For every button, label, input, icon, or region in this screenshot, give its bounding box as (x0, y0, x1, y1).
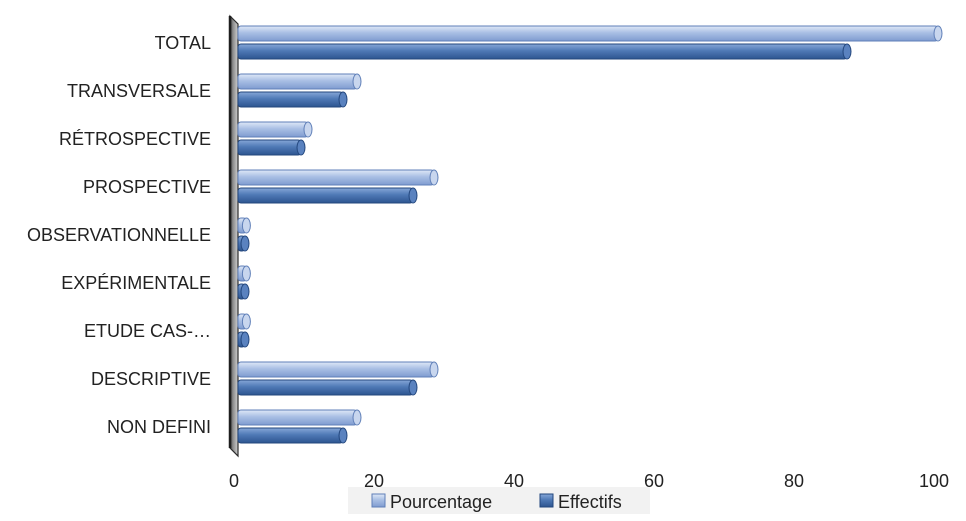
bar-effectifs-7 (237, 379, 418, 396)
bar-pourcentage-4 (237, 217, 251, 234)
category-label: OBSERVATIONNELLE (27, 225, 211, 245)
category-label: TRANSVERSALE (67, 81, 211, 101)
axis-layer (228, 14, 239, 458)
bar-effectifs-0 (237, 43, 852, 60)
category-label: NON DEFINI (107, 417, 211, 437)
x-tick-label: 100 (919, 471, 949, 491)
legend-swatch-effectifs (539, 493, 554, 508)
bar-effectifs-1 (237, 91, 348, 108)
labels-layer: TOTAL TRANSVERSALE RÉTROSPECTIVE PROSPECTIV… (27, 33, 949, 491)
bar-pourcentage-8 (237, 409, 362, 426)
bar-effectifs-5 (237, 283, 250, 300)
x-tick-label: 80 (784, 471, 804, 491)
x-tick-label: 60 (644, 471, 664, 491)
bar-pourcentage-0 (237, 25, 943, 42)
category-label: PROSPECTIVE (83, 177, 211, 197)
x-tick-label: 40 (504, 471, 524, 491)
bars-layer (237, 25, 943, 444)
bar-pourcentage-7 (237, 361, 439, 378)
bar-pourcentage-5 (237, 265, 251, 282)
legend-swatch-pourcentage (371, 493, 386, 508)
legend-label-effectifs: Effectifs (558, 492, 622, 512)
category-label: TOTAL (155, 33, 211, 53)
bar-pourcentage-3 (237, 169, 439, 186)
bar-effectifs-2 (237, 139, 306, 156)
bar-pourcentage-1 (237, 73, 362, 90)
legend-label-pourcentage: Pourcentage (390, 492, 492, 512)
category-label: ETUDE CAS-… (84, 321, 211, 341)
bar-effectifs-8 (237, 427, 348, 444)
x-tick-label: 20 (364, 471, 384, 491)
legend: Pourcentage Effectifs (348, 487, 650, 514)
category-label: RÉTROSPECTIVE (59, 129, 211, 149)
legend-background (348, 487, 650, 514)
bar-pourcentage-6 (237, 313, 251, 330)
bar-effectifs-6 (237, 331, 250, 348)
category-label: EXPÉRIMENTALE (61, 273, 211, 293)
bar-pourcentage-2 (237, 121, 313, 138)
bar-effectifs-4 (237, 235, 250, 252)
category-label: DESCRIPTIVE (91, 369, 211, 389)
x-tick-label: 0 (229, 471, 239, 491)
bar-effectifs-3 (237, 187, 418, 204)
